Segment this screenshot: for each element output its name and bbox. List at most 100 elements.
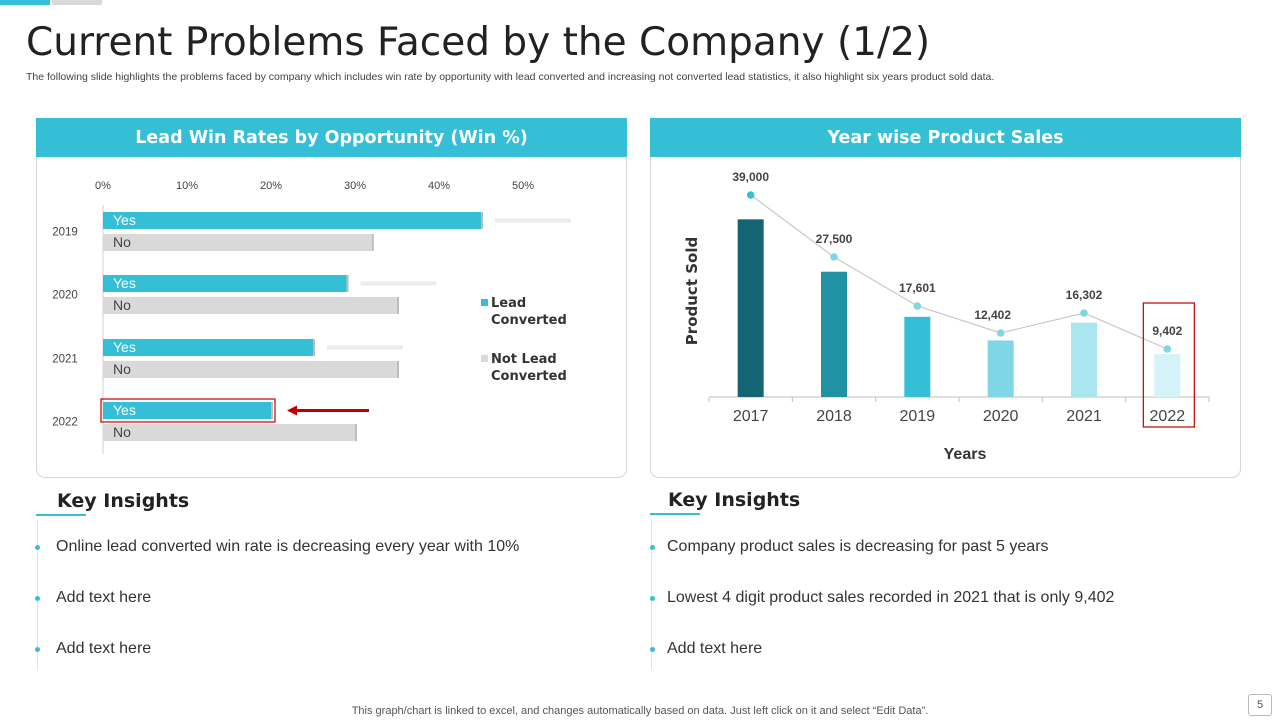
bullet-dot (650, 545, 655, 550)
insights-left-divider (37, 520, 38, 670)
bar-end-shadow (313, 339, 315, 356)
bar-end-shadow (397, 361, 399, 378)
bullet-dot (650, 596, 655, 601)
trend-point (1080, 309, 1088, 317)
highlight-arrow-head (287, 405, 297, 416)
bullet-dot (35, 596, 40, 601)
trend-point (830, 253, 838, 261)
trend-point (1163, 345, 1172, 353)
bar-label: Yes (113, 212, 136, 228)
category-label: 2021 (52, 354, 78, 366)
legend-label: Converted (491, 369, 567, 384)
bar-end-shadow (397, 297, 399, 314)
x-tick-label: 20% (260, 180, 282, 192)
x-tick-label: 50% (512, 180, 534, 192)
insights-left-title: Key Insights (57, 490, 190, 512)
bar-label: No (113, 361, 131, 377)
accent-bar (0, 0, 50, 5)
data-label: 17,601 (899, 281, 936, 295)
bar-lead-converted (103, 275, 347, 292)
insights-left-item: Online lead converted win rate is decrea… (56, 538, 520, 555)
lead-win-rate-title: Lead Win Rates by Opportunity (Win %) (36, 118, 627, 157)
insights-left-item: Add text here (56, 589, 152, 606)
insights-right-item: Add text here (667, 640, 763, 657)
insights-right-item: Lowest 4 digit product sales recorded in… (667, 589, 1115, 606)
legend-label: Lead (491, 296, 526, 311)
x-tick-label: 40% (428, 180, 450, 192)
sales-bar (1154, 354, 1181, 397)
insights-right-item: Company product sales is decreasing for … (667, 538, 1049, 555)
trend-line (750, 194, 1168, 350)
footer-note: This graph/chart is linked to excel, and… (351, 705, 929, 717)
data-label: 12,402 (974, 308, 1011, 322)
bar-lead-converted (103, 212, 481, 229)
bar-end-shadow (371, 234, 374, 251)
y-axis-title: Product Sold (683, 237, 701, 345)
highlight-box (1142, 302, 1195, 428)
category-label: 2017 (733, 408, 769, 425)
data-label: 16,302 (1066, 288, 1103, 302)
sales-bar (904, 316, 931, 397)
bar-not-converted (103, 297, 397, 314)
trend-point (746, 191, 755, 199)
category-label: 2018 (816, 408, 852, 425)
lead-win-rate-panel: Lead Win Rates by Opportunity (Win %) 0%… (36, 118, 627, 478)
data-label: 9,402 (1152, 324, 1182, 338)
highlight-box (100, 398, 276, 423)
page-number: 5 (1248, 694, 1272, 716)
bar-label: Yes (113, 402, 136, 418)
bar-label: Yes (113, 275, 136, 291)
bar-end-shadow (355, 424, 357, 441)
page-subtitle: The following slide highlights the probl… (26, 71, 995, 83)
x-tick-label: 10% (176, 180, 198, 192)
sales-bar (821, 271, 847, 397)
insights-left-item: Add text here (56, 640, 152, 657)
bullet-dot (650, 647, 655, 652)
product-sales-panel: Year wise Product Sales 39,000 2017 27,500… (650, 118, 1241, 478)
category-label: 2020 (983, 408, 1019, 425)
product-sales-chart[interactable]: 39,000 2017 27,500 2018 17,601 2019 12,402 2020… (651, 157, 1240, 477)
bullet-dot (35, 545, 40, 550)
category-label: 2019 (900, 408, 936, 425)
bar-lead-converted (103, 339, 313, 356)
bar-lead-converted (103, 402, 271, 419)
trend-point (996, 329, 1005, 337)
category-label: 2020 (52, 290, 78, 302)
category-label: 2019 (52, 227, 78, 239)
sales-bar (987, 340, 1014, 397)
bar-label: No (113, 297, 131, 313)
bar-not-converted (103, 234, 372, 251)
bar-end-shadow (271, 402, 273, 419)
bar-label: Yes (113, 339, 136, 355)
insights-right-divider (651, 519, 652, 669)
data-label: 27,500 (816, 232, 853, 246)
lead-win-rate-chart[interactable]: 0% 10% 20% 30% 40% 50% 2019 Yes No 2020 Yes No 2021 Y… (37, 157, 626, 477)
category-label: 2021 (1066, 408, 1102, 425)
accent-bar-secondary (52, 0, 102, 5)
sales-bar (737, 219, 764, 397)
bullet-dot (35, 647, 40, 652)
x-tick-label: 30% (344, 180, 366, 192)
sales-bar (1071, 322, 1097, 397)
page-title: Current Problems Faced by the Company (1… (26, 20, 931, 65)
trend-point (913, 302, 922, 310)
category-label: 2022 (52, 417, 78, 429)
bar-end-shadow (346, 275, 349, 292)
category-label: 2022 (1150, 408, 1186, 425)
legend-swatch (481, 355, 488, 362)
bar-label: No (113, 424, 131, 440)
bar-label: No (113, 234, 131, 250)
bar-not-converted (103, 361, 397, 378)
bar-end-shadow (481, 212, 483, 229)
insights-left-rule (36, 514, 86, 516)
insights-right-rule (650, 513, 700, 515)
legend-label: Not Lead (491, 352, 557, 367)
x-axis-title: Years (944, 446, 987, 463)
bar-not-converted (103, 424, 355, 441)
insights-right-title: Key Insights (668, 489, 801, 511)
legend-swatch (481, 299, 488, 306)
product-sales-title: Year wise Product Sales (650, 118, 1241, 157)
data-label: 39,000 (732, 170, 769, 184)
legend-label: Converted (491, 313, 567, 328)
x-tick-label: 0% (95, 180, 111, 192)
